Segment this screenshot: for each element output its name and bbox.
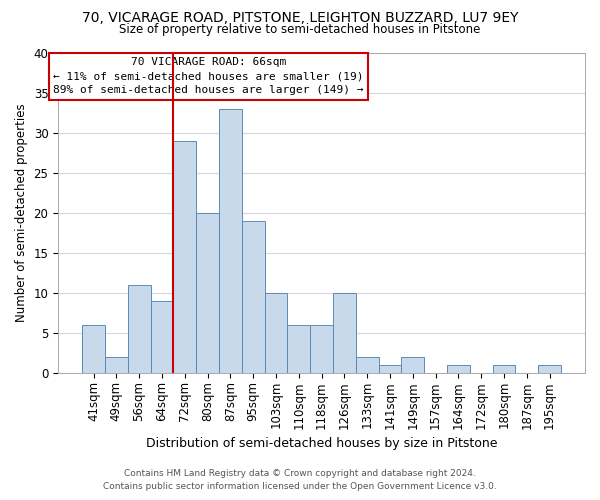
Text: Contains HM Land Registry data © Crown copyright and database right 2024.
Contai: Contains HM Land Registry data © Crown c… xyxy=(103,470,497,491)
Bar xyxy=(356,358,379,374)
Bar xyxy=(173,140,196,374)
Y-axis label: Number of semi-detached properties: Number of semi-detached properties xyxy=(15,104,28,322)
Bar xyxy=(401,358,424,374)
Bar xyxy=(151,301,173,374)
Bar xyxy=(447,366,470,374)
Bar xyxy=(493,366,515,374)
Bar xyxy=(333,293,356,374)
Bar xyxy=(287,326,310,374)
Bar xyxy=(310,326,333,374)
Bar xyxy=(242,221,265,374)
Bar xyxy=(82,326,105,374)
Text: Size of property relative to semi-detached houses in Pitstone: Size of property relative to semi-detach… xyxy=(119,22,481,36)
Bar xyxy=(379,366,401,374)
Bar xyxy=(196,213,219,374)
Bar xyxy=(105,358,128,374)
Bar xyxy=(265,293,287,374)
Text: 70 VICARAGE ROAD: 66sqm
← 11% of semi-detached houses are smaller (19)
89% of se: 70 VICARAGE ROAD: 66sqm ← 11% of semi-de… xyxy=(53,58,364,96)
Bar xyxy=(128,285,151,374)
Bar xyxy=(219,108,242,374)
Bar xyxy=(538,366,561,374)
X-axis label: Distribution of semi-detached houses by size in Pitstone: Distribution of semi-detached houses by … xyxy=(146,437,497,450)
Text: 70, VICARAGE ROAD, PITSTONE, LEIGHTON BUZZARD, LU7 9EY: 70, VICARAGE ROAD, PITSTONE, LEIGHTON BU… xyxy=(82,11,518,25)
